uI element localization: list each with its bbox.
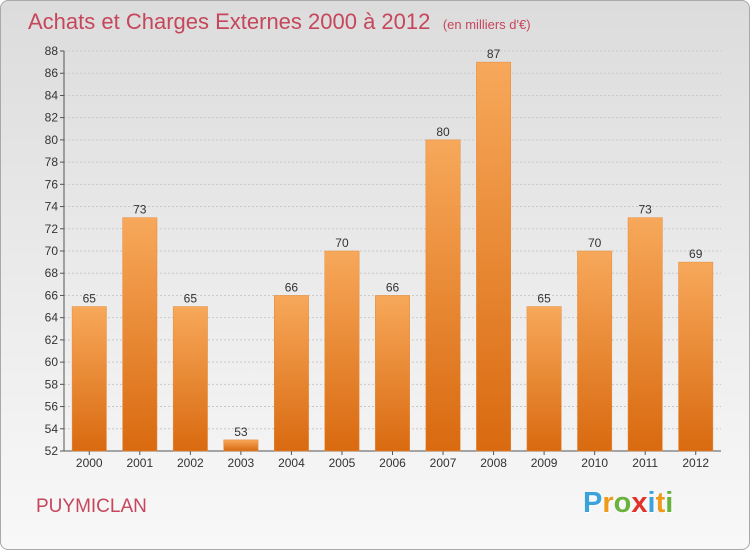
proxiti-logo: Proxiti: [583, 487, 673, 520]
value-label-2011: 73: [639, 203, 653, 217]
x-tick-label-2010: 2010: [581, 456, 608, 470]
bars: [71, 61, 714, 452]
x-tick-label-2003: 2003: [228, 456, 255, 470]
bar-2002: [172, 306, 208, 452]
bar-2012: [678, 261, 714, 452]
value-label-2009: 65: [537, 292, 551, 306]
x-tick-label-2012: 2012: [682, 456, 709, 470]
y-tick-label: 64: [45, 311, 59, 325]
logo-letter: o: [613, 487, 632, 519]
value-label-2005: 70: [335, 236, 349, 250]
bar-2011: [627, 217, 663, 452]
logo-letter: x: [631, 487, 648, 519]
chart-title-text: Achats et Charges Externes 2000 à 2012: [28, 9, 431, 34]
value-label-2001: 73: [133, 203, 147, 217]
y-tick-label: 88: [45, 44, 59, 58]
bar-2005: [324, 250, 360, 452]
bar-2006: [375, 295, 410, 452]
y-tick-label: 84: [45, 88, 59, 102]
y-tick-label: 52: [45, 444, 59, 458]
x-tick-label-2008: 2008: [480, 456, 507, 470]
x-tick-label-2002: 2002: [177, 456, 204, 470]
bar-2008: [476, 61, 512, 452]
logo-letter: i: [665, 487, 674, 519]
labels: 52 54 56 58 60 62 64 66 68 70 72 74 76 78 80 82 84 86 88 65…: [45, 44, 710, 470]
value-label-2003: 53: [234, 425, 248, 439]
y-tick-label: 54: [45, 422, 59, 436]
value-label-2004: 66: [285, 280, 299, 294]
bar-2000: [71, 306, 107, 452]
x-tick-label-2011: 2011: [632, 456, 658, 470]
y-tick-label: 58: [45, 377, 59, 391]
value-label-2000: 65: [83, 292, 97, 306]
x-tick-label-2004: 2004: [278, 456, 305, 470]
y-tick-label: 82: [45, 111, 59, 125]
y-tick-label: 68: [45, 266, 59, 280]
x-tick-label-2009: 2009: [531, 456, 558, 470]
chart-title: Achats et Charges Externes 2000 à 2012 (…: [28, 9, 531, 35]
logo-letter: t: [655, 487, 666, 519]
y-tick-label: 72: [45, 222, 59, 236]
value-label-2002: 65: [184, 292, 198, 306]
y-tick-label: 66: [45, 288, 59, 302]
logo-letter: r: [602, 487, 614, 519]
y-tick-label: 70: [45, 244, 59, 258]
x-tick-label-2007: 2007: [430, 456, 457, 470]
bar-2001: [122, 217, 158, 452]
bar-2004: [273, 295, 309, 452]
y-tick-label: 78: [45, 155, 59, 169]
x-tick-label-2001: 2001: [126, 456, 153, 470]
value-label-2012: 69: [689, 247, 703, 261]
bar-2009: [526, 306, 562, 452]
logo-letter: i: [647, 487, 656, 519]
x-tick-label-2000: 2000: [76, 456, 103, 470]
x-tick-label-2006: 2006: [379, 456, 406, 470]
place-name: PUYMICLAN: [36, 496, 147, 517]
y-tick-label: 60: [45, 355, 59, 369]
logo-letter: P: [583, 487, 603, 519]
y-tick-label: 76: [45, 177, 59, 191]
bar-2003: [223, 439, 259, 452]
value-label-2010: 70: [588, 236, 602, 250]
bar-2007: [425, 139, 461, 452]
y-tick-label: 74: [45, 200, 59, 214]
y-tick-label: 86: [45, 66, 59, 80]
value-label-2006: 66: [386, 280, 400, 294]
y-tick-label: 80: [45, 133, 59, 147]
chart-unit: (en milliers d'€): [442, 17, 531, 32]
y-tick-label: 62: [45, 333, 59, 347]
value-label-2008: 87: [487, 47, 501, 61]
x-tick-label-2005: 2005: [329, 456, 356, 470]
value-label-2007: 80: [436, 125, 450, 139]
y-tick-label: 56: [45, 400, 59, 414]
bar-2010: [577, 250, 613, 452]
